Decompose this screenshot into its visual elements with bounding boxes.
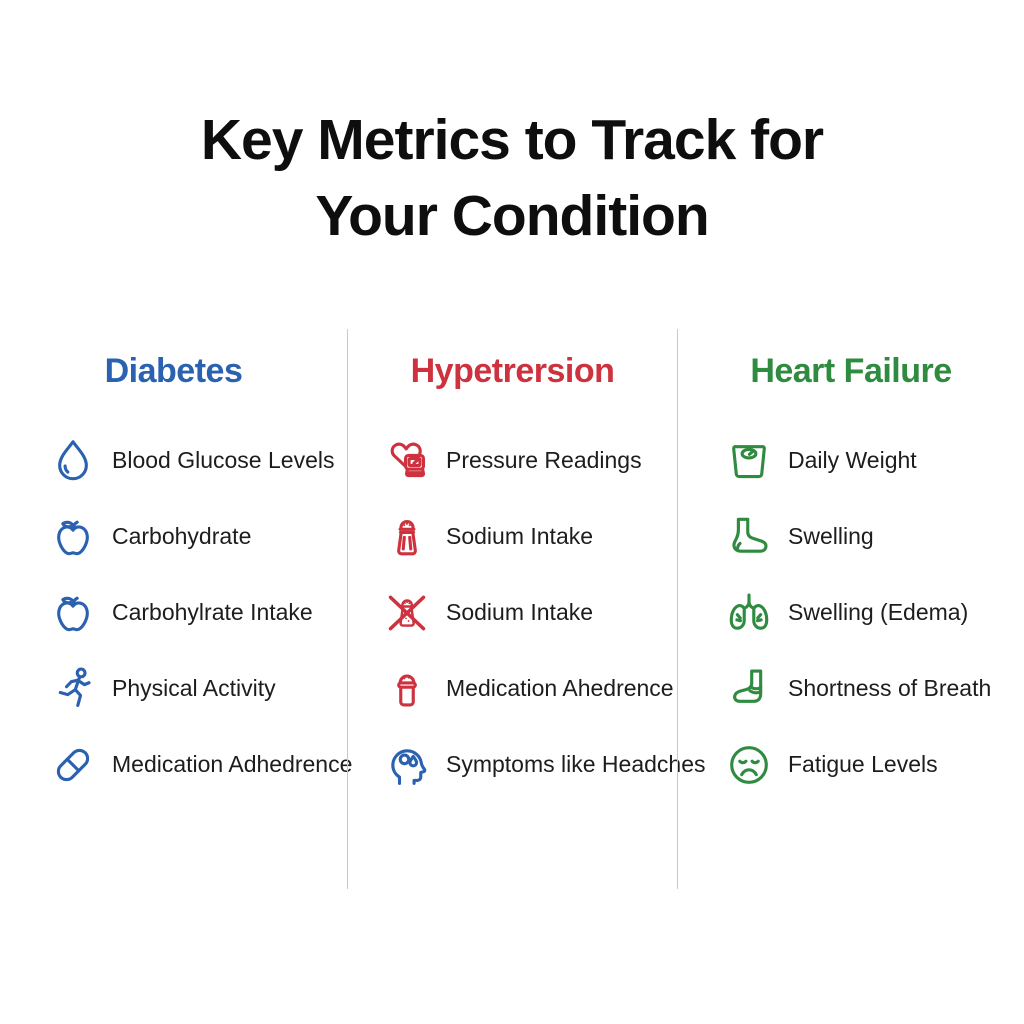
metric-label: Swelling [788,523,874,550]
metric-label: Daily Weight [788,447,917,474]
column-diabetes: Diabetes Blood Glucose Levels [0,329,352,889]
apple-icon [46,586,100,640]
weight-scale-icon [722,434,776,488]
list-item: Carbohydrate [0,499,347,575]
list-item: Sodium Intake [348,575,677,651]
list-item: Swelling (Edema) [678,575,1024,651]
list-item: Fatigue Levels [678,727,1024,803]
column-hypertension: Hypetrersion Pressure Readings [347,328,706,889]
column-header-hypertension: Hypetrersion [410,351,615,390]
metric-label: Physical Activity [112,675,276,702]
list-item: Shortness of Breath [678,651,1024,727]
metric-label: Shortness of Breath [788,675,992,702]
list-item: Carbohylrate Intake [0,575,347,651]
runner-icon [46,662,100,716]
list-item: Blood Glucose Levels [0,423,347,499]
metric-label: Sodium Intake [446,599,594,626]
metric-label: Pressure Readings [446,447,642,474]
apple-icon [46,510,100,564]
page-title-line2: Your Condition [315,184,709,249]
list-item: Swelling [678,499,1024,575]
list-item: Sodium Intake [348,499,677,575]
page-title-line1: Key Metrics to Track for [200,108,824,172]
metric-label: Sodium Intake [446,523,594,550]
column-header-heart-failure: Heart Failure [750,351,952,390]
list-item: Pressure Readings [348,423,677,499]
foot-icon [722,510,776,564]
sad-face-icon [722,738,776,792]
list-item: Medication Ahedrence [348,651,677,727]
metric-label: Swelling (Edema) [788,599,969,626]
list-item: Symptoms like Headches [348,727,706,803]
metric-label: Medication Adhedrence [112,751,353,778]
page-title: Key Metrics to Track for Your Condition [0,102,1024,255]
metric-label: Medication Ahedrence [446,675,674,702]
salt-shaker-crossed-icon [380,586,434,640]
metric-label: Fatigue Levels [788,751,938,778]
water-drop-icon [46,434,100,488]
head-drops-icon [380,738,434,792]
list-item: Daily Weight [678,423,1024,499]
ankle-sock-icon [722,662,776,716]
salt-shaker-icon [380,510,434,564]
medication-shaker-icon [380,662,434,716]
list-item: Medication Adhedrence [0,727,352,803]
lungs-icon [722,586,776,640]
column-heart-failure: Heart Failure Daily Weight [677,328,1024,889]
capsule-icon [46,738,100,792]
columns-container: Diabetes Blood Glucose Levels [0,328,1024,889]
metric-label: Symptoms like Headches [446,751,706,778]
column-header-diabetes: Diabetes [104,351,243,390]
metric-label: Carbohydrate [112,523,252,550]
metric-label: Carbohylrate Intake [112,599,313,626]
heart-monitor-icon [380,434,434,488]
list-item: Physical Activity [0,651,347,727]
metric-label: Blood Glucose Levels [112,447,335,474]
